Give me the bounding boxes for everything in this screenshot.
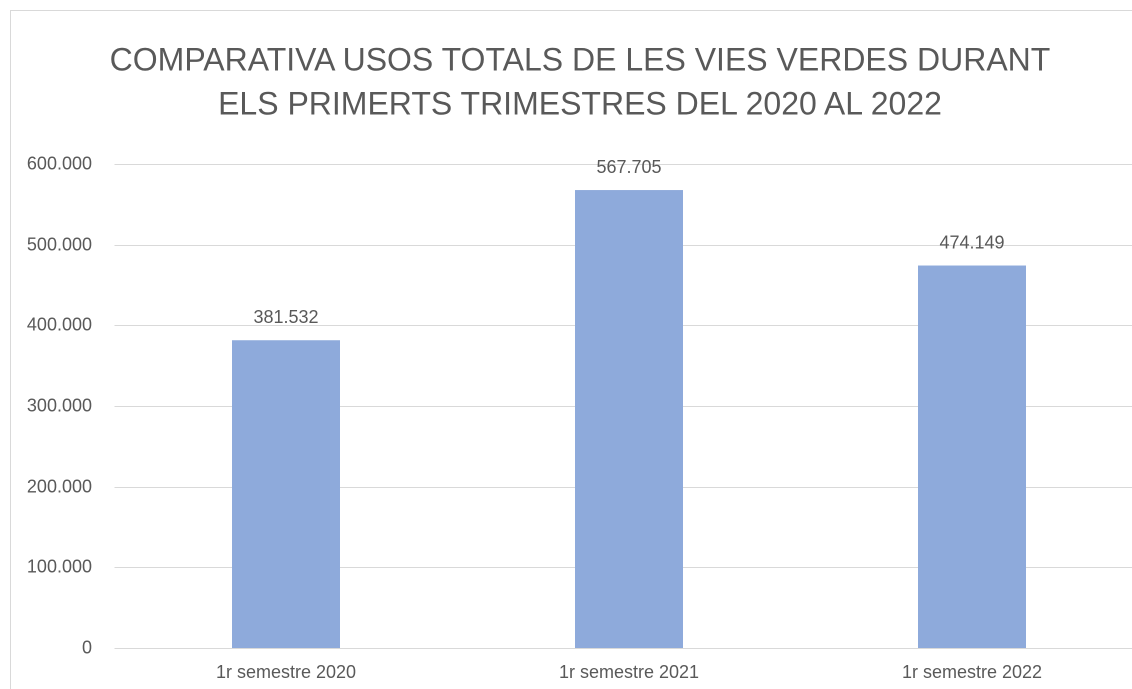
data-label: 474.149 — [939, 232, 1004, 252]
y-tick-label: 300.000 — [27, 395, 92, 415]
y-tick-label: 400.000 — [27, 314, 92, 334]
bar — [918, 265, 1026, 648]
x-tick-label: 1r semestre 2022 — [902, 662, 1042, 682]
y-tick-label: 0 — [82, 637, 92, 657]
chart-title: ELS PRIMERTS TRIMESTRES DEL 2020 AL 2022 — [218, 85, 942, 121]
data-label: 381.532 — [253, 307, 318, 327]
data-label: 567.705 — [596, 157, 661, 177]
y-tick-label: 500.000 — [27, 234, 92, 254]
y-tick-label: 100.000 — [27, 556, 92, 576]
y-tick-label: 200.000 — [27, 476, 92, 496]
x-tick-label: 1r semestre 2021 — [559, 662, 699, 682]
bar — [575, 190, 683, 648]
y-tick-label: 600.000 — [27, 153, 92, 173]
chart-border — [10, 10, 1132, 689]
chart-title: COMPARATIVA USOS TOTALS DE LES VIES VERD… — [110, 41, 1051, 77]
x-tick-label: 1r semestre 2020 — [216, 662, 356, 682]
bar — [232, 340, 340, 648]
